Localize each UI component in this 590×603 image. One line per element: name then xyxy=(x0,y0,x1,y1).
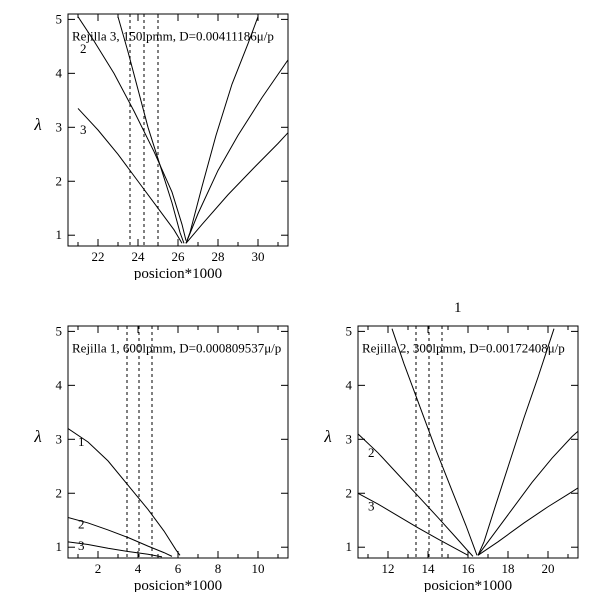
xtick-label: 22 xyxy=(92,249,105,264)
curve xyxy=(478,431,578,555)
xtick-label: 6 xyxy=(175,561,182,576)
curve-label: 2 xyxy=(78,517,85,532)
xtick-label: 12 xyxy=(382,561,395,576)
chart-panel-right: 121416182012345posicion*1000λRejilla 2, … xyxy=(310,312,590,592)
panel-title: Rejilla 1, 600lpmm, D=0.000809537μ/p xyxy=(72,341,281,356)
xtick-label: 16 xyxy=(462,561,476,576)
curve-label: 2 xyxy=(368,445,375,460)
xtick-label: 10 xyxy=(252,561,265,576)
ytick-label: 2 xyxy=(56,173,63,188)
curve-label: 3 xyxy=(78,538,85,553)
ytick-label: 5 xyxy=(56,11,63,26)
y-axis-label: λ xyxy=(33,115,41,134)
x-axis-label: posicion*1000 xyxy=(134,266,222,280)
curve xyxy=(186,60,288,243)
curve xyxy=(392,329,477,556)
ytick-label: 4 xyxy=(56,377,63,392)
ytick-label: 1 xyxy=(56,227,63,242)
x-axis-label: posicion*1000 xyxy=(424,578,512,592)
xtick-label: 26 xyxy=(172,249,186,264)
y-axis-label: λ xyxy=(33,427,41,446)
curve xyxy=(358,493,468,555)
xtick-label: 2 xyxy=(95,561,102,576)
x-axis-label: posicion*1000 xyxy=(134,578,222,592)
ytick-label: 2 xyxy=(56,485,63,500)
curve xyxy=(118,17,184,244)
curve-label: 1 xyxy=(78,434,85,449)
xtick-label: 20 xyxy=(542,561,555,576)
xtick-label: 8 xyxy=(215,561,222,576)
ytick-label: 2 xyxy=(346,485,353,500)
plot-frame xyxy=(68,326,288,558)
ytick-label: 4 xyxy=(56,65,63,80)
xtick-label: 24 xyxy=(132,249,146,264)
ytick-label: 3 xyxy=(56,431,63,446)
ytick-label: 5 xyxy=(346,323,353,338)
xtick-label: 18 xyxy=(502,561,515,576)
chart-panel-top: 22 24 26 28 30 1 2 3 4 5 posicion*1000 λ Rejilla 3, … xyxy=(20,0,300,280)
panel-title: Rejilla 3, 150lpmm, D=0.00411186μ/p xyxy=(72,29,274,44)
ytick-label: 3 xyxy=(346,431,353,446)
curve xyxy=(78,17,186,241)
curve-label: 3 xyxy=(368,499,375,514)
ytick-label: 4 xyxy=(346,377,353,392)
xtick-label: 28 xyxy=(212,249,225,264)
ytick-label: 1 xyxy=(346,539,353,554)
curve xyxy=(478,488,578,555)
curve xyxy=(478,329,554,556)
y-axis-label: λ xyxy=(323,427,331,446)
ytick-label: 5 xyxy=(56,323,63,338)
curve xyxy=(186,17,258,244)
curve-label: 2 xyxy=(80,41,87,56)
xtick-label: 30 xyxy=(252,249,265,264)
xtick-label: 14 xyxy=(422,561,436,576)
curve-label: 3 xyxy=(80,122,87,137)
ytick-label: 1 xyxy=(56,539,63,554)
ytick-label: 3 xyxy=(56,119,63,134)
chart-panel-left: 24681012345posicion*1000λRejilla 1, 600l… xyxy=(20,312,300,592)
plot-frame xyxy=(358,326,578,558)
xtick-label: 4 xyxy=(135,561,142,576)
panel-title: Rejilla 2, 300lpmm, D=0.00172408μ/p xyxy=(362,341,565,356)
